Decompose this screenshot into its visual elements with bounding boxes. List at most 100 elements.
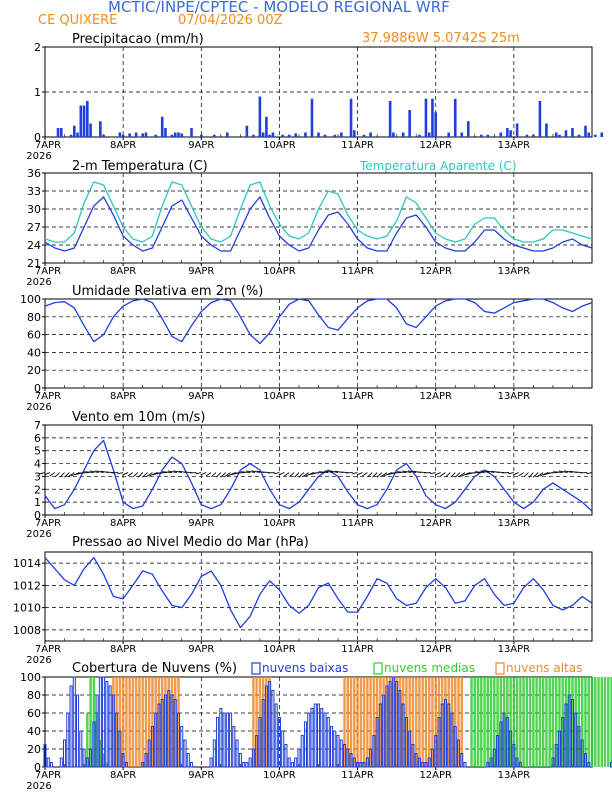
axis-frame bbox=[44, 424, 593, 516]
cloud-bar-high bbox=[424, 677, 428, 767]
cloud-bar-high bbox=[134, 677, 138, 767]
cloud-bar-low bbox=[59, 757, 63, 768]
cloud-bar-high bbox=[414, 677, 418, 767]
precip-bar bbox=[154, 134, 158, 137]
cloud-bar-low bbox=[85, 757, 89, 768]
cloud-bar-low bbox=[63, 739, 67, 768]
cloud-bar-low bbox=[115, 712, 119, 768]
rh-series-0 bbox=[44, 298, 593, 345]
x-tick-label: 12APR bbox=[419, 391, 452, 402]
cloud-bar-low bbox=[303, 721, 308, 768]
cloud-bar-high bbox=[372, 677, 376, 767]
legend-mid-swatch bbox=[373, 662, 383, 675]
cloud-bar-low bbox=[287, 757, 291, 768]
cloud-bar-mid bbox=[489, 677, 493, 767]
precip-bar bbox=[525, 134, 529, 137]
cloud-bar-high bbox=[369, 677, 372, 767]
cloud-bar-high bbox=[154, 677, 157, 767]
cloud-bar-low bbox=[580, 739, 584, 768]
cloud-bar-low bbox=[352, 757, 356, 768]
cloud-bar-low bbox=[167, 690, 171, 768]
cloud-bar-high bbox=[454, 677, 457, 767]
wind-arrow bbox=[532, 472, 539, 478]
cloud-bar-low bbox=[307, 712, 311, 768]
x-tick-label: 10APR bbox=[263, 518, 296, 529]
cloud-bar-low bbox=[463, 762, 467, 768]
precip-bar bbox=[59, 128, 63, 137]
cloud-bar-low bbox=[505, 717, 509, 768]
cloud-bar-high bbox=[258, 677, 262, 767]
precip-bar bbox=[532, 134, 535, 137]
wind-arrow bbox=[324, 470, 334, 474]
cloud-bar-high bbox=[401, 677, 405, 767]
cloud-bar-low bbox=[346, 748, 350, 768]
cloud-bar-mid bbox=[512, 677, 516, 767]
x-tick-label: 9APR bbox=[188, 140, 214, 151]
cloud-bar-high bbox=[160, 677, 164, 767]
cloud-bar-low bbox=[378, 703, 382, 768]
wind-arrow bbox=[240, 471, 251, 474]
y-tick-label: 5 bbox=[34, 445, 41, 458]
y-tick-label: 0 bbox=[34, 509, 41, 522]
wind-arrow bbox=[367, 472, 373, 478]
cloud-bar-low bbox=[147, 739, 151, 768]
wind-arrow bbox=[356, 472, 363, 476]
cloud-bar-high bbox=[434, 677, 437, 767]
cloud-bar-low bbox=[82, 748, 86, 768]
cloud-bar-mid bbox=[561, 677, 564, 767]
cloud-bar-low bbox=[183, 739, 187, 768]
cloud-bar-low bbox=[359, 762, 363, 768]
x-tick-label: 10APR bbox=[263, 391, 296, 402]
cloud-bar-low bbox=[499, 721, 503, 768]
wind-arrow bbox=[211, 472, 217, 478]
cloud-bar-high bbox=[167, 677, 170, 767]
precip-bar bbox=[587, 132, 591, 137]
slp-series-0 bbox=[44, 556, 593, 629]
precip-bar bbox=[447, 132, 451, 137]
precip-title: Precipitacao (mm/h) bbox=[72, 32, 204, 47]
cloud-bar-mid bbox=[564, 677, 568, 767]
cloud-bar-low bbox=[310, 708, 314, 768]
cloud-bar-mid bbox=[548, 677, 551, 767]
cloud-bar-low bbox=[398, 690, 402, 768]
x-year-label: 2026 bbox=[26, 655, 51, 666]
wind-arrow bbox=[523, 472, 529, 478]
wind-arrow bbox=[173, 470, 182, 474]
cloud-bar-mid bbox=[581, 677, 584, 767]
cloud-bar-mid bbox=[558, 677, 561, 767]
cloud-bar-low bbox=[229, 712, 233, 768]
precip-bar bbox=[144, 132, 148, 137]
cloud-bar-low bbox=[421, 762, 425, 768]
precip-bar bbox=[499, 132, 503, 137]
cloud-bar-low bbox=[216, 717, 220, 768]
y-tick-label: 80 bbox=[27, 689, 41, 702]
precip-bar bbox=[408, 110, 411, 137]
y-tick-label: 60 bbox=[27, 707, 41, 720]
cloud-bar-low bbox=[460, 753, 464, 768]
temp-series-1 bbox=[44, 181, 593, 243]
axis-frame bbox=[44, 298, 593, 389]
precip-bar bbox=[190, 128, 193, 137]
cloud-bar-low bbox=[320, 708, 324, 768]
cloud-bar-high bbox=[431, 677, 434, 767]
precip-bar bbox=[453, 98, 457, 137]
cloud-bar-low bbox=[408, 730, 412, 768]
cloud-bar-high bbox=[118, 677, 122, 767]
x-tick-label: 9APR bbox=[188, 266, 214, 277]
cloud-bar-mid bbox=[567, 677, 571, 767]
cloud-bar-low bbox=[248, 757, 252, 768]
cloud-bar-high bbox=[395, 677, 398, 767]
x-tick-label: 13APR bbox=[498, 266, 531, 277]
wind-arrow bbox=[273, 472, 280, 475]
cloud-bar-mid bbox=[486, 677, 490, 767]
cloud-bar-mid bbox=[577, 677, 581, 767]
cloud-bar-mid bbox=[502, 677, 506, 767]
precip-bar bbox=[73, 125, 76, 137]
cloud-bar-low bbox=[417, 757, 421, 768]
x-tick-label: 13APR bbox=[498, 770, 531, 781]
cloud-bar-low bbox=[587, 762, 591, 768]
cloud-bar-low bbox=[141, 762, 145, 768]
cloud-bar-low bbox=[551, 757, 555, 768]
x-tick-label: 7APR bbox=[35, 518, 61, 529]
precip-bar bbox=[593, 134, 597, 137]
